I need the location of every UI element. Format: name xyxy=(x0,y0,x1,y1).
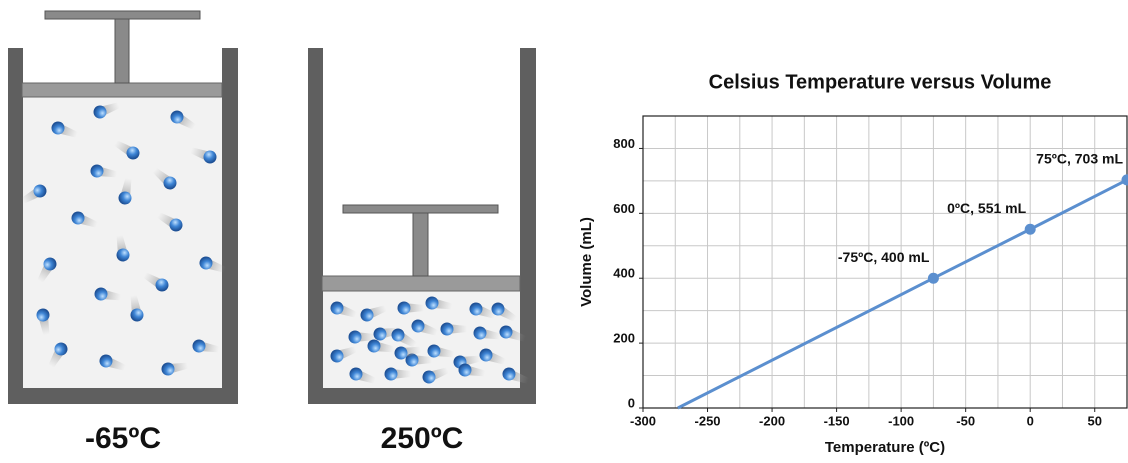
page: {"diagrams": [{"label": "-65ºC"}, {"labe… xyxy=(0,0,1128,458)
diagram-label: -65ºC xyxy=(85,422,161,455)
point xyxy=(1025,224,1036,235)
x-tick-label: 50 xyxy=(1087,413,1101,428)
line-series xyxy=(678,180,1127,408)
x-tick-label: -50 xyxy=(956,413,975,428)
x-tick-label: -100 xyxy=(888,413,914,428)
y-tick-label: 400 xyxy=(613,266,635,281)
x-tick-label: -200 xyxy=(759,413,785,428)
y-axis-label: Volume (mL) xyxy=(578,217,595,307)
y-tick-label: 200 xyxy=(613,331,635,346)
x-tick-label: -150 xyxy=(824,413,850,428)
y-tick-label: 0 xyxy=(628,395,635,410)
x-tick-label: 0 xyxy=(1027,413,1034,428)
point xyxy=(928,273,939,284)
annotation: -75ºC, 400 mL xyxy=(838,249,930,265)
chart-title: Celsius Temperature versus Volume xyxy=(709,71,1052,93)
y-tick-label: 800 xyxy=(613,136,635,151)
figure: -65ºC 250ºC Celsius Temperature versus V… xyxy=(0,0,1128,458)
molecule-ball xyxy=(349,331,362,344)
molecule-ball xyxy=(385,368,398,381)
molecule-ball xyxy=(398,302,411,315)
x-axis-label: Temperature (ºC) xyxy=(825,439,945,456)
y-tick-label: 600 xyxy=(613,201,635,216)
x-tick-label: -250 xyxy=(695,413,721,428)
molecule-ball xyxy=(441,323,454,336)
annotation: 75ºC, 703 mL xyxy=(1036,151,1123,167)
diagram-label: 250ºC xyxy=(381,422,464,455)
annotation: 0ºC, 551 mL xyxy=(947,200,1026,216)
x-tick-label: -300 xyxy=(630,413,656,428)
